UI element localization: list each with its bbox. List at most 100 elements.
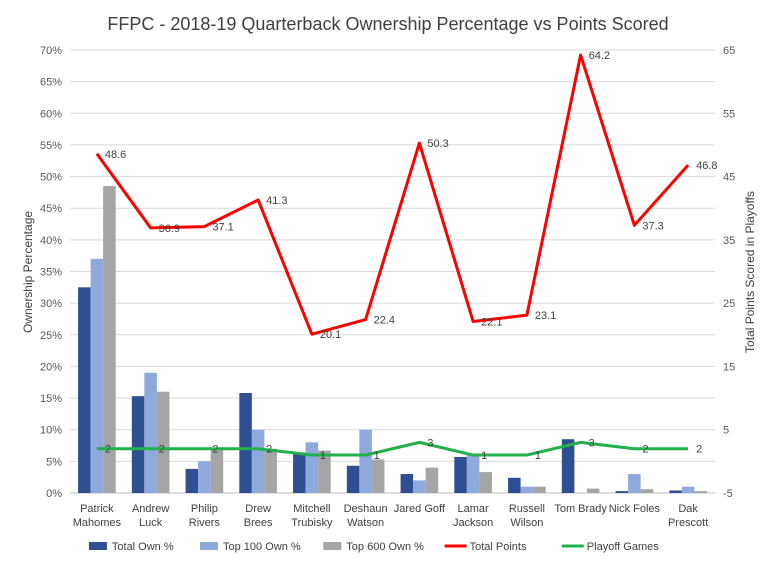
category-label: Brees xyxy=(244,517,273,529)
line-series-group xyxy=(95,53,690,457)
data-label: 1 xyxy=(481,450,487,462)
category-axis-labels: Patrick Mahomes Andrew Luck Philip Rivers Drew… xyxy=(73,503,709,529)
bar xyxy=(466,455,480,493)
bar xyxy=(628,474,641,493)
bar xyxy=(156,391,170,493)
category-label: Prescott xyxy=(668,517,708,529)
y-tick-label: 50% xyxy=(40,172,62,184)
category-label: Lamar xyxy=(458,503,490,515)
bar xyxy=(131,396,145,493)
bar xyxy=(359,429,372,493)
category-label: Dak xyxy=(678,503,698,515)
bar xyxy=(533,486,546,493)
category-label: Luck xyxy=(139,517,163,529)
data-label: 2 xyxy=(105,444,111,456)
secondary-axis-ticks: -5 5 15 25 35 45 55 65 xyxy=(723,45,735,500)
category-label: Drew xyxy=(245,503,271,515)
bar xyxy=(640,489,654,493)
data-label: 1 xyxy=(535,450,541,462)
data-label: 2 xyxy=(159,444,165,456)
bar xyxy=(413,480,426,493)
bar xyxy=(371,459,385,493)
y-tick-label: 20% xyxy=(40,361,62,373)
data-label: 3 xyxy=(589,437,595,449)
category-label: Nick Foles xyxy=(609,503,661,515)
y-tick-label: 40% xyxy=(40,235,62,247)
category-label: Philip xyxy=(191,503,218,515)
y2-tick-label: 35 xyxy=(723,235,735,247)
bar xyxy=(144,372,157,493)
category-label: Andrew xyxy=(132,503,169,515)
primary-axis-ticks: 0% 5% 10% 15% 20% 25% 30% 35% 40% 45% 50% 55% 60% 65%… xyxy=(40,45,62,500)
y-tick-label: 65% xyxy=(40,77,62,89)
category-label: Mahomes xyxy=(73,517,122,529)
bar xyxy=(561,439,575,493)
y-tick-label: 15% xyxy=(40,393,62,405)
bar xyxy=(508,477,521,493)
category-label: Jackson xyxy=(453,517,493,529)
legend-swatch xyxy=(88,542,107,550)
data-label: 37.1 xyxy=(212,222,233,234)
category-label: Russell xyxy=(509,503,545,515)
bar-series-group xyxy=(78,186,707,494)
data-label: 23.1 xyxy=(535,310,556,322)
bar xyxy=(586,488,600,493)
category-label: Tom Brady xyxy=(554,503,607,515)
y-tick-label: 10% xyxy=(40,425,62,437)
bar xyxy=(454,456,467,493)
gridlines xyxy=(70,49,715,494)
bar xyxy=(669,490,682,493)
bar xyxy=(520,486,534,493)
data-label: 2 xyxy=(642,444,648,456)
bar xyxy=(78,287,91,493)
data-label: 48.6 xyxy=(105,149,126,161)
category-label: Patrick xyxy=(80,503,114,515)
y2-tick-label: 65 xyxy=(723,45,735,57)
bar xyxy=(681,486,695,493)
y-tick-label: 60% xyxy=(40,108,62,120)
legend-label: Top 600 Own % xyxy=(346,541,424,553)
y-tick-label: 25% xyxy=(40,330,62,342)
bar xyxy=(264,448,277,493)
data-label: 2 xyxy=(696,444,702,456)
data-label: 20.1 xyxy=(320,329,341,341)
bar xyxy=(318,450,331,493)
bar xyxy=(694,491,707,493)
data-label: 22.4 xyxy=(374,315,395,327)
category-label: Wilson xyxy=(510,517,543,529)
y-tick-label: 30% xyxy=(40,298,62,310)
data-label: 41.3 xyxy=(266,195,287,207)
legend-label: Total Own % xyxy=(112,541,174,553)
bar xyxy=(251,429,265,493)
bar xyxy=(425,467,439,493)
y2-tick-label: 5 xyxy=(723,425,729,437)
bar xyxy=(305,442,319,493)
y-tick-label: 35% xyxy=(40,267,62,279)
y-tick-label: 5% xyxy=(46,456,62,468)
y-tick-label: 45% xyxy=(40,203,62,215)
total-points-line xyxy=(95,53,690,336)
legend: Total Own % Top 100 Own % Top 600 Own % Tot… xyxy=(88,541,659,553)
y2-tick-label: 25 xyxy=(723,298,735,310)
category-label: Deshaun xyxy=(344,503,388,515)
data-label: 22.1 xyxy=(481,316,502,328)
y2-tick-label: -5 xyxy=(723,488,733,500)
data-label: 1 xyxy=(374,450,380,462)
bar xyxy=(346,465,360,493)
data-labels: 48.6 36.9 37.1 41.3 20.1 22.4 50.3 22.1 23.1 64.2… xyxy=(105,50,718,462)
data-label: 36.9 xyxy=(159,223,180,235)
y2-tick-label: 15 xyxy=(723,361,735,373)
bar xyxy=(400,474,414,493)
y2-tick-label: 45 xyxy=(723,172,735,184)
data-label: 37.3 xyxy=(642,220,663,232)
y-axis-title: Ownership Percentage xyxy=(21,211,35,333)
legend-label: Total Points xyxy=(470,541,527,553)
legend-swatch xyxy=(323,542,342,550)
data-label: 64.2 xyxy=(589,50,610,62)
bar xyxy=(90,258,104,493)
bar xyxy=(239,393,252,493)
data-label: 46.8 xyxy=(696,160,717,172)
bar xyxy=(185,468,199,493)
